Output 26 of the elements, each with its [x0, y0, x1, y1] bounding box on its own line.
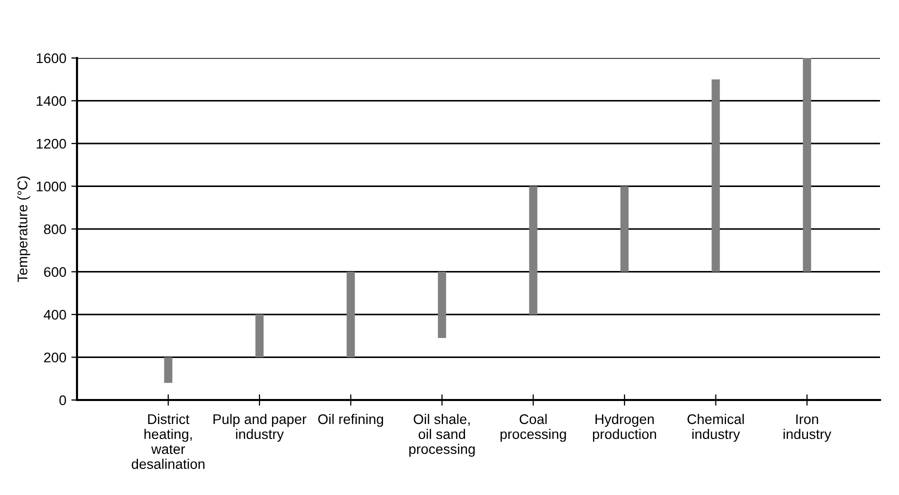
y-tick-label: 1400 [36, 96, 66, 106]
bar [438, 272, 446, 338]
bar [712, 79, 720, 272]
y-tick-label: 200 [44, 352, 66, 362]
x-tick-label: Chemical industry [688, 414, 744, 442]
x-tick-label: District heating, water desalination [132, 414, 204, 469]
x-tick-label: Coal processing [500, 414, 566, 442]
bar [529, 186, 538, 314]
x-tick-label: Iron industry [784, 414, 832, 442]
y-tick-label: 400 [44, 310, 66, 320]
bar [346, 272, 355, 358]
y-tick-label: 800 [44, 224, 66, 234]
x-tick-label: Hydrogen production [592, 414, 656, 442]
x-tick-label: Pulp and paper industry [214, 414, 306, 442]
y-tick-label: 1600 [36, 53, 66, 64]
bar [620, 186, 629, 272]
y-axis-title: Temperature (°C) [17, 176, 30, 282]
x-tick-label: Oil shale, oil sand processing [409, 414, 475, 457]
y-tick-label: 0 [59, 395, 66, 406]
y-tick-label: 600 [44, 267, 66, 277]
y-tick-label: 1000 [36, 182, 66, 192]
bar [802, 58, 812, 272]
bar [164, 357, 172, 383]
y-tick-label: 1200 [36, 138, 66, 149]
bar [255, 314, 264, 358]
x-tick-label: Oil refining [318, 414, 384, 427]
